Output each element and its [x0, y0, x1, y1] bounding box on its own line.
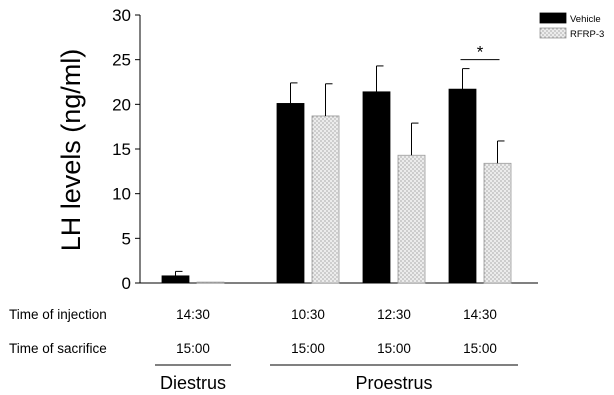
row-value: 15:00 [176, 341, 210, 356]
row-value: 15:00 [291, 341, 325, 356]
bar-vehicle [276, 103, 305, 284]
bar-rfrp-3 [483, 162, 512, 284]
legend-label: Vehicle [570, 14, 601, 25]
row-value: 14:30 [463, 307, 497, 322]
legend-swatch [539, 12, 567, 24]
legend-swatch [539, 27, 567, 39]
plot-area: 0 5 10 15 20 25 30 * [112, 6, 538, 293]
timing-table: Time of injection 14:30 10:30 12:30 14:30 Tim… [9, 307, 518, 393]
group-label: Proestrus [355, 373, 432, 393]
bar-rfrp-3 [311, 115, 340, 284]
row-value: 15:00 [463, 341, 497, 356]
legend: Vehicle RFRP-3 [539, 12, 604, 40]
row-value: 10:30 [291, 307, 325, 322]
row-value: 12:30 [377, 307, 411, 322]
y-tick-label: 15 [112, 140, 131, 159]
bar-vehicle [448, 88, 477, 284]
y-tick-label: 30 [112, 6, 131, 25]
y-tick-label: 5 [122, 229, 131, 248]
y-tick-label: 0 [122, 274, 131, 293]
bar-vehicle [362, 91, 391, 284]
legend-label: RFRP-3 [570, 29, 604, 40]
bar-rfrp-3 [196, 281, 225, 284]
y-tick-label: 20 [112, 95, 131, 114]
group-label: Diestrus [160, 373, 226, 393]
y-tick-label: 25 [112, 51, 131, 70]
row-label: Time of sacrifice [9, 341, 107, 356]
row-value: 15:00 [377, 341, 411, 356]
significance-marker: * [477, 43, 484, 62]
row-value: 14:30 [176, 307, 210, 322]
y-tick-label: 10 [112, 185, 131, 204]
bar-rfrp-3 [397, 154, 426, 284]
y-axis-label: LH levels (ng/ml) [56, 49, 86, 252]
row-label: Time of injection [9, 307, 107, 322]
bar-vehicle [161, 275, 190, 284]
